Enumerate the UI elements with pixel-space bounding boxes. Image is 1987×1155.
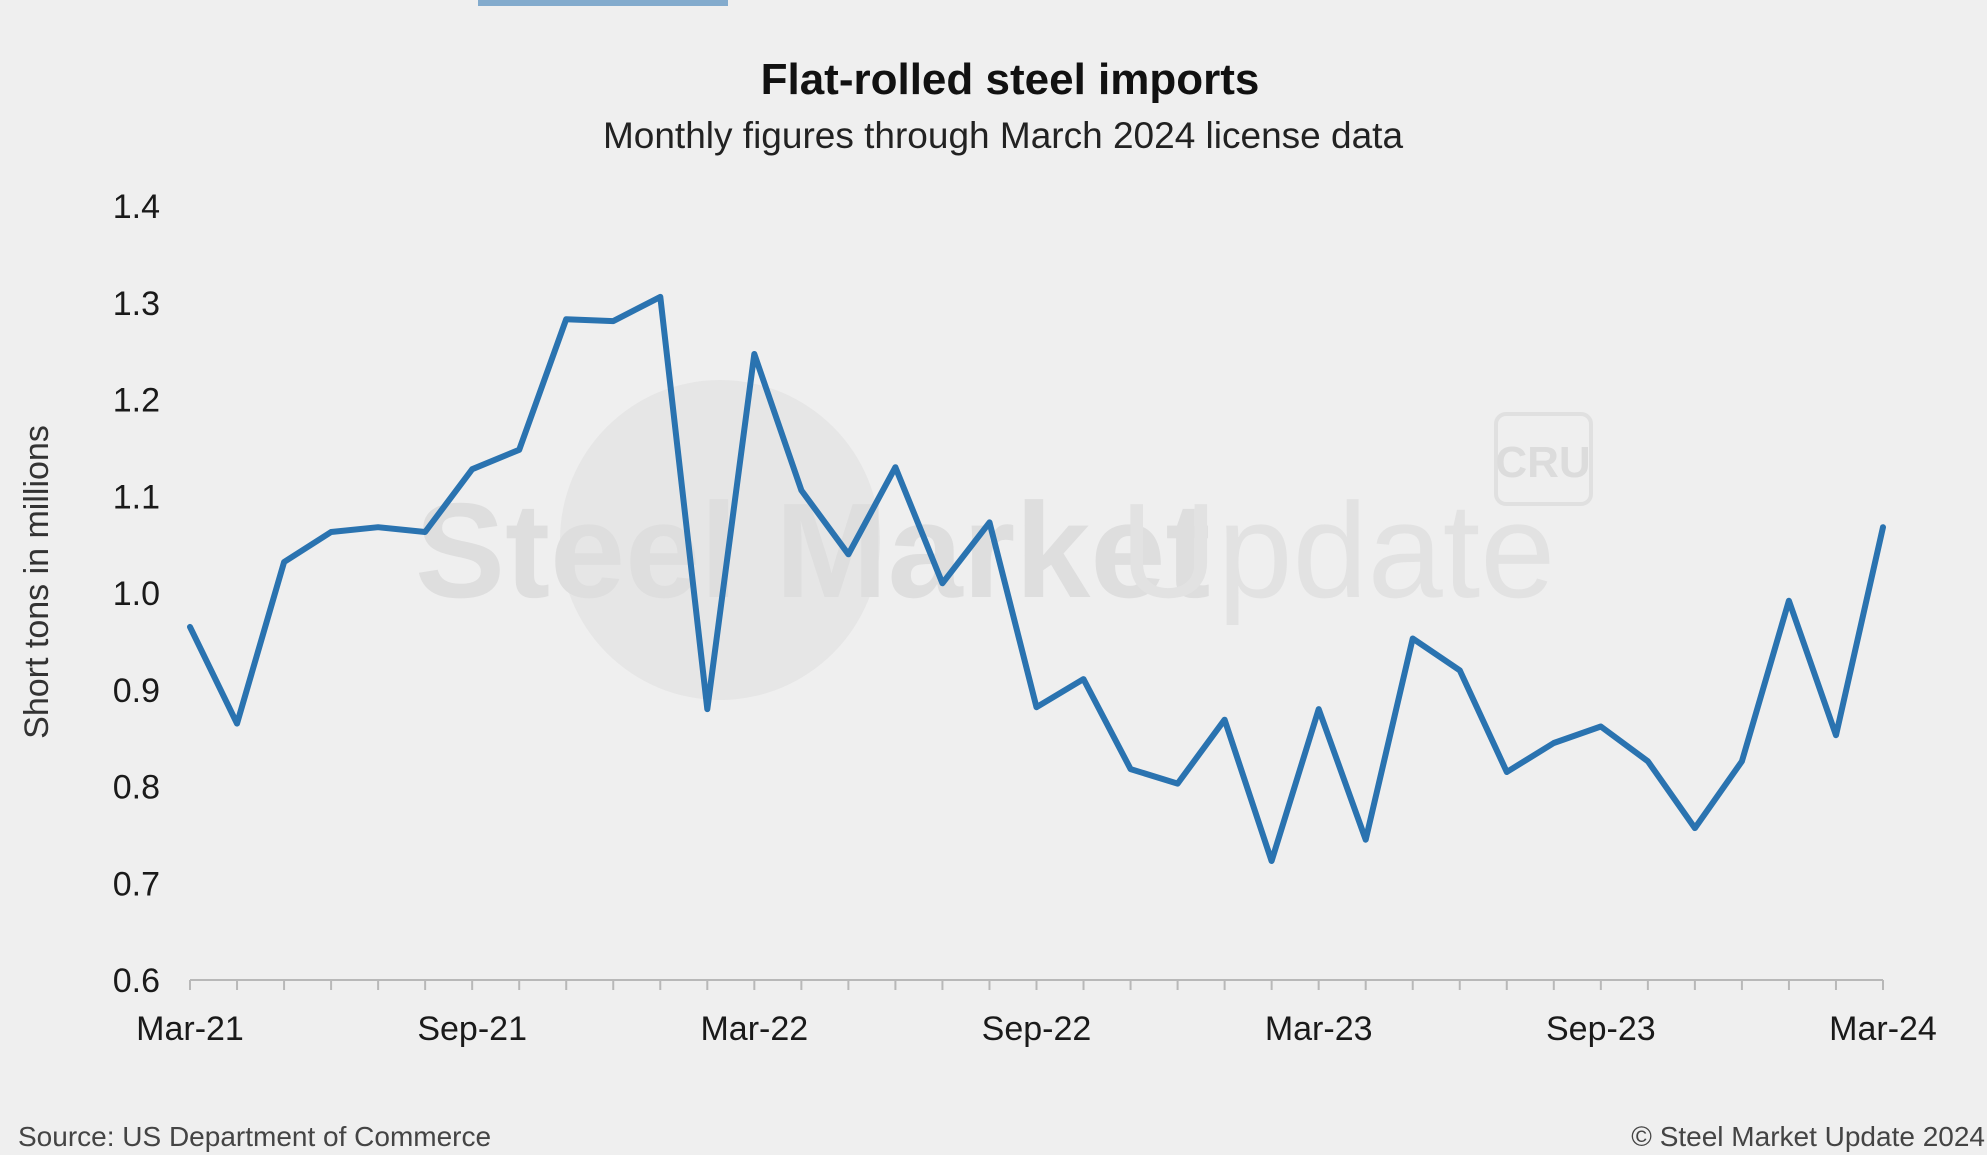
y-tick-label: 1.3	[113, 285, 160, 323]
y-tick-label: 1.4	[113, 188, 160, 226]
x-tick-label: Mar-22	[700, 1010, 808, 1048]
header-fragment	[478, 0, 728, 6]
x-tick-label: Sep-22	[982, 1010, 1092, 1048]
copyright-note: © Steel Market Update 2024	[1631, 1121, 1985, 1152]
y-tick-label: 1.2	[113, 382, 160, 420]
watermark: Steel Market Update CRU	[415, 380, 1593, 700]
watermark-badge-text: CRU	[1495, 438, 1590, 487]
watermark-globe-icon	[560, 380, 880, 700]
y-tick-label: 1.1	[113, 478, 160, 516]
chart-subtitle: Monthly figures through March 2024 licen…	[603, 115, 1403, 156]
watermark-badge-icon	[1494, 412, 1593, 506]
x-tick-label: Sep-21	[417, 1010, 527, 1048]
chart-title: Flat-rolled steel imports	[761, 55, 1260, 104]
x-tick-label: Mar-23	[1265, 1010, 1373, 1048]
y-tick-labels: 0.6 0.7 0.8 0.9 1.0 1.1 1.2 1.3 1.4	[113, 188, 160, 1000]
source-note: Source: US Department of Commerce	[18, 1121, 491, 1152]
watermark-light: Update	[1120, 475, 1555, 626]
y-tick-label: 0.8	[113, 769, 160, 807]
x-axis	[189, 979, 1884, 990]
x-tick-label: Mar-24	[1829, 1010, 1937, 1048]
y-tick-label: 1.0	[113, 575, 160, 613]
x-tick-label: Sep-23	[1546, 1010, 1656, 1048]
watermark-bold: Steel Market	[415, 475, 1210, 626]
x-tick-labels: Mar-21 Sep-21 Mar-22 Sep-22 Mar-23 Sep-23 Mar-…	[136, 1010, 1937, 1048]
y-tick-label: 0.6	[113, 962, 160, 1000]
series-group	[187, 293, 1886, 864]
x-tick-label: Mar-21	[136, 1010, 244, 1048]
y-axis-label: Short tons in millions	[18, 425, 56, 739]
y-tick-label: 0.7	[113, 865, 160, 903]
series-line	[187, 293, 1886, 864]
y-tick-label: 0.9	[113, 672, 160, 710]
